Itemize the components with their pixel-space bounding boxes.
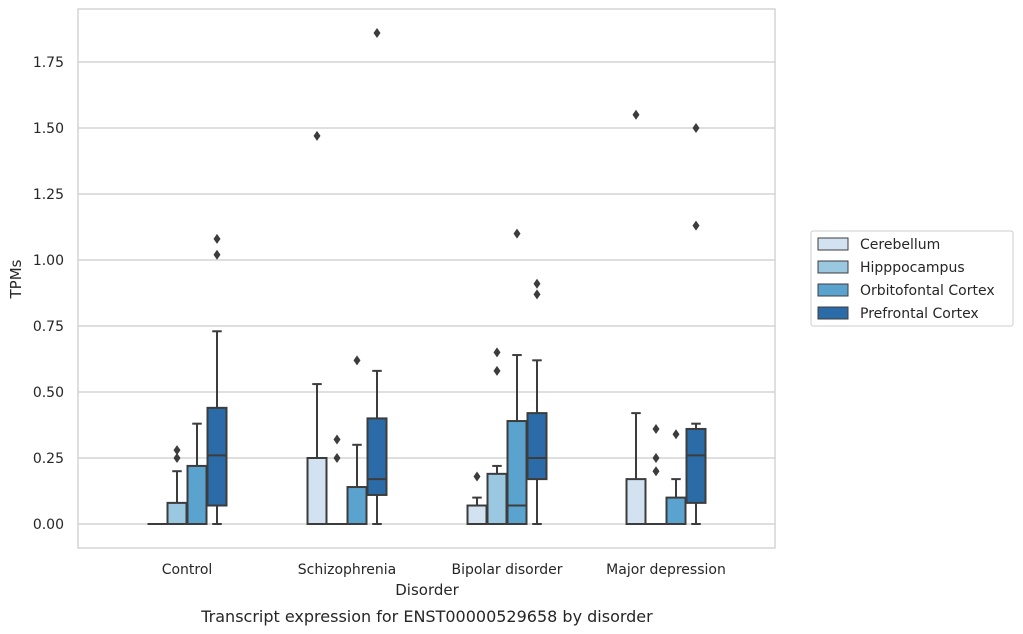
legend-swatch: [817, 283, 849, 297]
y-tick-label: 0.25: [33, 451, 64, 467]
box-hipppocampus: [327, 434, 347, 525]
box-body: [506, 420, 528, 526]
chart-caption: Transcript expression for ENST0000052965…: [200, 607, 653, 626]
outlier-point: [173, 445, 181, 456]
box-hipppocampus: [166, 445, 188, 526]
outlier-point: [213, 233, 221, 244]
y-tick-label: 1.75: [33, 55, 64, 71]
legend-label: Orbitofontal Cortex: [860, 283, 995, 299]
y-tick-label: 0.75: [33, 319, 64, 335]
box-cerebellum: [625, 109, 647, 525]
legend-frame: [810, 230, 1014, 327]
outlier-point: [692, 220, 700, 231]
outlier-point: [473, 471, 481, 482]
outlier-point: [652, 466, 660, 477]
box-orbitofontal-cortex: [665, 429, 687, 526]
box-prefrontal-cortex: [366, 27, 388, 525]
box-body: [306, 457, 328, 525]
outlier-point: [672, 429, 680, 440]
box-body: [625, 478, 647, 525]
legend-swatch: [817, 260, 849, 274]
y-axis-ticks: 0.00 0.25 0.50 0.75 1.00 1.25 1.50 1.75: [33, 55, 64, 533]
box-cerebellum: [466, 471, 488, 525]
plot-frame: [77, 8, 776, 549]
box-prefrontal-cortex: [206, 233, 228, 525]
box-body: [186, 464, 208, 526]
y-axis-label: TPMs: [7, 259, 25, 299]
box-prefrontal-cortex: [526, 278, 548, 525]
gridlines: [78, 61, 775, 525]
x-tick-label: Bipolar disorder: [451, 562, 562, 578]
x-tick-label: Major depression: [606, 562, 726, 578]
x-axis-label: Disorder: [395, 581, 459, 599]
box-body: [346, 486, 368, 526]
x-tick-label: Schizophrenia: [298, 562, 396, 578]
y-tick-label: 0.50: [33, 385, 64, 401]
box-body: [206, 406, 228, 507]
box-orbitofontal-cortex: [506, 228, 528, 526]
outlier-point: [533, 278, 541, 289]
legend-label: Cerebellum: [860, 237, 940, 253]
y-tick-label: 0.00: [33, 517, 64, 533]
outlier-point: [333, 453, 341, 463]
outlier-point: [632, 109, 640, 120]
outlier-point: [692, 123, 700, 133]
outlier-point: [493, 365, 501, 376]
legend-swatch: [817, 306, 849, 320]
box-body: [665, 496, 687, 526]
outlier-point: [333, 434, 341, 445]
x-axis-ticks: Control Schizophrenia Bipolar disorder Majo…: [162, 562, 726, 578]
box-orbitofontal-cortex: [186, 422, 208, 526]
legend: Cerebellum Hipppocampus Orbitofontal Corte…: [810, 230, 1014, 327]
box-body: [526, 412, 548, 481]
box-body: [486, 472, 508, 525]
x-tick-label: Control: [162, 562, 213, 578]
legend-swatch: [817, 237, 849, 251]
outlier-point: [173, 453, 181, 463]
outlier-point: [313, 130, 321, 141]
outlier-point: [493, 347, 501, 358]
outlier-point: [652, 453, 660, 463]
box-body: [466, 504, 488, 525]
box-plot-series: [147, 27, 707, 526]
box-hipppocampus: [486, 347, 508, 525]
box-hipppocampus: [646, 423, 666, 525]
box-body: [166, 501, 188, 526]
y-tick-label: 1.00: [33, 253, 64, 269]
outlier-point: [513, 228, 521, 239]
y-tick-label: 1.50: [33, 121, 64, 137]
legend-label: Prefrontal Cortex: [860, 306, 979, 322]
legend-label: Hipppocampus: [860, 260, 965, 276]
outlier-point: [373, 27, 381, 38]
outlier-point: [533, 289, 541, 300]
box-prefrontal-cortex: [685, 123, 707, 525]
outlier-point: [652, 423, 660, 434]
outlier-point: [353, 355, 361, 366]
box-orbitofontal-cortex: [346, 355, 368, 526]
box-cerebellum: [306, 130, 328, 525]
y-tick-label: 1.25: [33, 187, 64, 203]
box-body: [366, 417, 388, 496]
outlier-point: [213, 249, 221, 260]
box-body: [685, 427, 707, 504]
